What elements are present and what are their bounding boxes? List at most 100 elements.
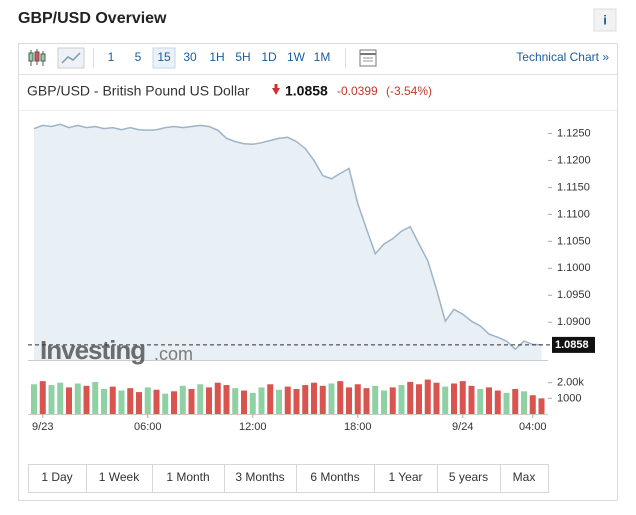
range-button[interactable]: 1 Year (388, 470, 422, 484)
x-tick-label: 18:00 (344, 421, 372, 433)
area-icon-line (61, 52, 81, 64)
interval-button[interactable]: 1W (287, 50, 306, 64)
interval-button[interactable]: 1D (261, 50, 277, 64)
volume-bar (381, 390, 387, 414)
info-icon[interactable]: i (603, 12, 607, 27)
page-title: GBP/USD Overview (18, 10, 167, 27)
volume-bar (232, 388, 239, 414)
volume-bar (302, 385, 309, 414)
y-tick-label: 1.1200 (557, 154, 591, 166)
volume-bar (153, 389, 160, 414)
volume-bar (372, 385, 379, 414)
volume-tick-label: 2.00k (557, 377, 584, 389)
y-tick-label: 1.0950 (557, 289, 591, 301)
y-tick-label: 1.0900 (557, 316, 591, 328)
volume-bar (328, 383, 335, 414)
volume-tick-label: 1000 (557, 392, 581, 404)
volume-bar (354, 384, 361, 414)
x-tick-label: 06:00 (134, 421, 162, 433)
y-tick-label: 1.1150 (557, 181, 590, 193)
volume-bar (39, 381, 46, 414)
calendar-icon[interactable] (359, 49, 377, 67)
volume-bar (529, 395, 536, 414)
y-tick-label: 1.1100 (557, 208, 590, 220)
range-button[interactable]: 6 Months (310, 470, 359, 484)
area-fill (34, 124, 542, 360)
volume-bar (407, 381, 414, 414)
down-arrow-stem (274, 84, 278, 89)
x-tick-label: 9/24 (452, 421, 473, 433)
volume-bar (241, 390, 247, 414)
volume-bar (101, 388, 107, 414)
interval-button[interactable]: 1M (314, 50, 331, 64)
volume-bar (346, 387, 352, 414)
price-line (33, 123, 542, 351)
price-tag-label: 1.0858 (555, 339, 589, 351)
range-button[interactable]: 1 Week (99, 470, 140, 484)
range-button[interactable]: 1 Day (41, 470, 72, 484)
volume-bar (521, 391, 527, 414)
range-button[interactable]: Max (513, 470, 536, 484)
volume-bar (179, 385, 186, 414)
volume-bar (48, 385, 55, 414)
volume-bar (66, 387, 72, 414)
volume-bar (319, 385, 326, 414)
instrument-name: GBP/USD - British Pound US Dollar (27, 83, 250, 99)
volume-bar (118, 390, 125, 414)
volume-bar (223, 385, 230, 414)
interval-button[interactable]: 30 (183, 50, 197, 64)
volume-bar (477, 388, 484, 414)
quote-change-percent: (-3.54%) (386, 84, 432, 98)
volume-bar (206, 387, 212, 414)
volume-bar (31, 384, 37, 414)
watermark-brand: Investing (40, 335, 145, 365)
volume-bar (494, 390, 501, 414)
volume-bar (284, 386, 291, 414)
widget-frame (18, 43, 618, 501)
volume-bar (276, 389, 282, 414)
interval-button[interactable]: 5H (235, 50, 250, 64)
volume-bar (127, 388, 134, 414)
volume-bar (433, 382, 440, 414)
volume-bar (293, 388, 300, 414)
watermark-domain: .com (154, 344, 193, 364)
volume-bar (136, 392, 142, 414)
down-arrow (272, 88, 280, 95)
volume-bar (503, 392, 510, 414)
candle-icon[interactable] (28, 49, 46, 66)
range-button[interactable]: 5 years (449, 470, 488, 484)
x-tick-label: 9/23 (32, 421, 53, 433)
chart: 1.0900 1.0950 1.1000 1.1050 1.1100 1.1150 1.12… (28, 123, 595, 433)
interval-button[interactable]: 1 (108, 50, 115, 64)
volume-bar (416, 384, 422, 414)
volume-bar (468, 385, 475, 414)
volume-bar (267, 384, 274, 414)
range-bar (28, 464, 549, 493)
volume-bar (109, 386, 116, 414)
info-button[interactable] (593, 8, 617, 32)
interval-button[interactable]: 1H (209, 50, 224, 64)
volume-bar (197, 384, 204, 414)
price-tag (552, 336, 595, 353)
interval-selected (152, 47, 176, 69)
interval-button[interactable]: 5 (135, 50, 142, 64)
range-button[interactable]: 3 Months (235, 470, 284, 484)
volume-bar (214, 382, 221, 414)
technical-chart-link[interactable]: Technical Chart » (516, 50, 609, 64)
volume-bar (74, 383, 81, 414)
interval-button[interactable]: 15 (157, 50, 171, 64)
quote-change: -0.0399 (337, 84, 378, 98)
volume-bar (459, 381, 466, 414)
volume-bar (363, 388, 370, 414)
volume-bar (258, 387, 265, 414)
range-button[interactable]: 1 Month (166, 470, 209, 484)
volume-bar (424, 379, 431, 414)
volume-bar (92, 381, 99, 414)
volume-bar (311, 382, 317, 414)
volume-bar (144, 387, 151, 414)
x-tick-label: 12:00 (239, 421, 267, 433)
volume-bar (451, 383, 457, 414)
volume-bar (442, 386, 449, 414)
volume-bar (512, 388, 519, 414)
